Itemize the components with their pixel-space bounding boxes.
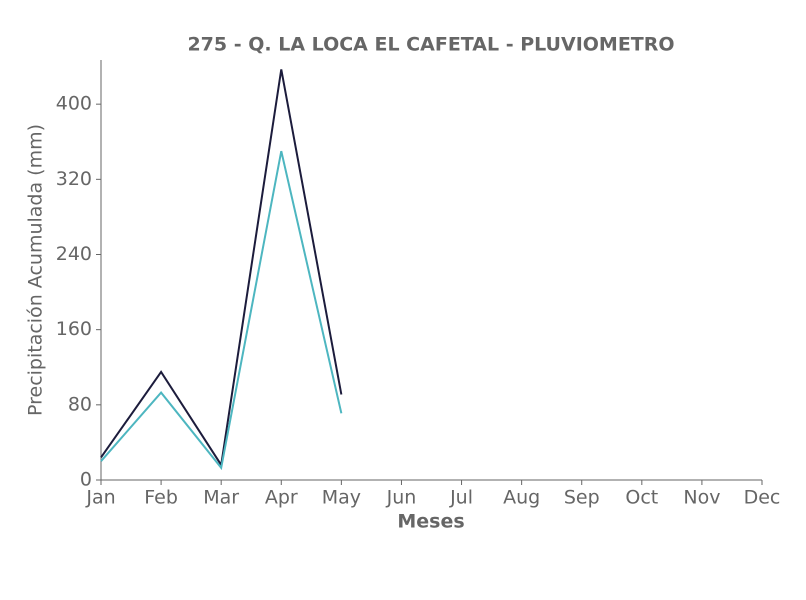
y-tick-label: 80: [68, 393, 92, 415]
x-tick-label: Aug: [503, 487, 540, 509]
x-axis-title: Meses: [397, 511, 464, 533]
y-axis-title: Precipitación Acumulada (mm): [25, 124, 47, 416]
x-tick-label: Jan: [85, 487, 115, 509]
y-tick-label: 400: [56, 93, 92, 115]
x-tick-label: Nov: [683, 487, 720, 509]
x-tick-label: Mar: [203, 487, 239, 509]
x-tick-label: Feb: [144, 487, 178, 509]
y-tick-label: 0: [80, 469, 92, 491]
x-tick-label: Jun: [386, 487, 417, 509]
y-tick-label: 320: [56, 168, 92, 190]
y-tick-label: 240: [56, 243, 92, 265]
line-series: [100, 69, 343, 468]
y-tick-label: 160: [56, 318, 92, 340]
chart-title: 275 - Q. LA LOCA EL CAFETAL - PLUVIOMETR…: [187, 34, 674, 56]
x-tick-label: Sep: [564, 487, 600, 509]
x-tick-label: Dec: [744, 487, 781, 509]
x-tick-label: May: [322, 487, 361, 509]
line-series: [100, 150, 343, 471]
x-tick-label: Jul: [449, 487, 473, 509]
x-tick-label: Apr: [265, 487, 298, 509]
x-tick-label: Oct: [625, 487, 658, 509]
